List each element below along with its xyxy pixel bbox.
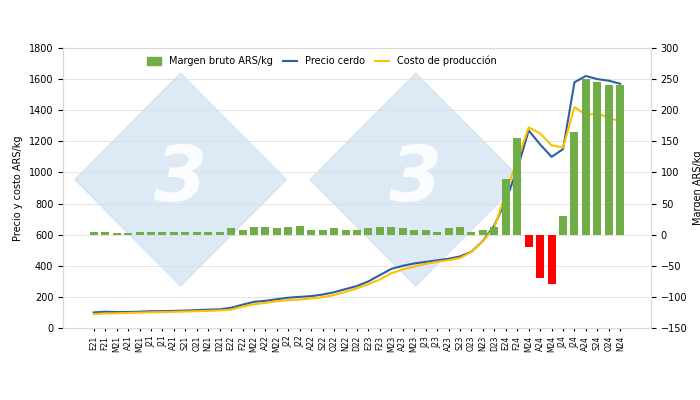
Polygon shape [75,73,286,286]
Bar [158,232,167,235]
Bar [547,235,556,284]
Bar [559,216,567,235]
Bar [261,227,270,235]
Bar [318,230,327,235]
Bar [433,232,441,235]
Text: 3: 3 [389,142,442,216]
Bar [525,235,533,247]
Bar [387,227,395,235]
Bar [479,230,487,235]
Bar [468,232,475,235]
Bar [376,227,384,235]
Bar [147,232,155,235]
Text: 3: 3 [154,142,207,216]
Bar [582,79,590,235]
Bar [227,228,235,235]
Bar [193,232,201,235]
Bar [399,228,407,235]
Bar [594,82,601,235]
Bar [502,179,510,235]
Bar [296,226,304,235]
Bar [410,230,418,235]
Legend: Margen bruto ARS/kg, Precio cerdo, Costo de producción: Margen bruto ARS/kg, Precio cerdo, Costo… [144,53,500,69]
Bar [444,228,453,235]
Bar [273,228,281,235]
Polygon shape [310,73,522,286]
Bar [113,233,120,235]
Bar [181,232,189,235]
Bar [239,230,246,235]
Bar [616,85,624,235]
Bar [90,232,98,235]
Bar [170,232,178,235]
Bar [342,230,349,235]
Bar [216,232,223,235]
Bar [365,228,372,235]
Bar [284,227,293,235]
Bar [307,230,315,235]
Bar [570,132,578,235]
Bar [421,230,430,235]
Bar [491,227,498,235]
Bar [513,138,522,235]
Bar [353,230,361,235]
Y-axis label: Precio y costo ARS/kg: Precio y costo ARS/kg [13,135,23,241]
Y-axis label: Margen ARS/kg: Margen ARS/kg [693,151,700,225]
Bar [204,232,212,235]
Bar [330,228,338,235]
Bar [250,227,258,235]
Bar [124,233,132,235]
Bar [102,232,109,235]
Bar [605,85,612,235]
Bar [536,235,544,278]
Bar [136,232,144,235]
Bar [456,227,464,235]
